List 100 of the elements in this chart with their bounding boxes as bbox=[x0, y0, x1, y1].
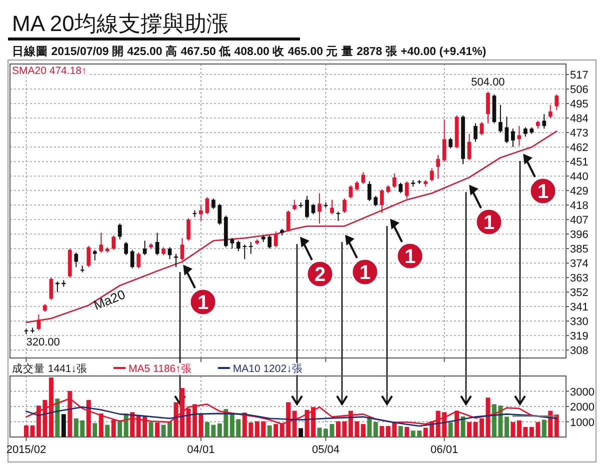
text: SMA20 474.18↑ bbox=[12, 65, 87, 77]
x-tick-label: 05/04 bbox=[312, 444, 340, 456]
candlestick bbox=[118, 223, 122, 240]
candlestick bbox=[498, 104, 502, 134]
candlestick bbox=[374, 195, 378, 207]
candlestick bbox=[430, 168, 434, 182]
bar bbox=[360, 424, 366, 437]
candlestick bbox=[342, 198, 346, 214]
candlestick bbox=[467, 133, 472, 161]
candlestick bbox=[124, 241, 128, 256]
bar bbox=[504, 416, 509, 437]
candlestick bbox=[511, 128, 515, 148]
candlestick bbox=[274, 230, 278, 248]
y-tick-label: 407 bbox=[570, 214, 588, 227]
annotation: 2 bbox=[314, 264, 326, 286]
annotation: Ma20 bbox=[92, 286, 128, 313]
bar bbox=[367, 417, 372, 437]
candlestick bbox=[380, 188, 384, 214]
candlestick bbox=[242, 244, 247, 260]
y-tick-label: 374 bbox=[570, 258, 588, 270]
candlestick bbox=[554, 94, 559, 111]
candlestick bbox=[542, 114, 546, 130]
y-tick-label: 308 bbox=[570, 345, 588, 358]
candlestick bbox=[524, 126, 528, 138]
candlestick bbox=[99, 232, 104, 254]
bar bbox=[467, 422, 472, 437]
candlestick bbox=[361, 172, 366, 184]
y-tick-label: 462 bbox=[570, 142, 588, 154]
candlestick bbox=[517, 125, 522, 146]
bar bbox=[92, 423, 98, 437]
candlestick bbox=[348, 184, 353, 199]
candlestick bbox=[480, 122, 484, 136]
bar bbox=[554, 414, 559, 437]
candlestick bbox=[448, 137, 452, 149]
line-series bbox=[26, 406, 558, 427]
candlestick bbox=[180, 238, 184, 261]
candlestick bbox=[130, 249, 134, 269]
legend-label: MA10 1202↓張 bbox=[232, 363, 303, 375]
candlestick bbox=[92, 249, 97, 261]
candlestick bbox=[368, 180, 372, 202]
candlestick bbox=[311, 203, 316, 215]
candlestick bbox=[392, 172, 396, 188]
y-tick-label: 517 bbox=[570, 70, 588, 82]
candlestick bbox=[330, 199, 334, 215]
x-tick-label: 2015/02 bbox=[6, 444, 46, 456]
bar bbox=[267, 425, 272, 437]
annotation: 320.00 bbox=[26, 336, 60, 348]
y-tick-label: 3000 bbox=[570, 386, 594, 398]
y-tick-label: 341 bbox=[570, 302, 588, 314]
y-tick-label: 440 bbox=[570, 171, 588, 184]
annotation: 1 bbox=[483, 212, 495, 234]
y-tick-label: 363 bbox=[570, 272, 588, 285]
candlestick bbox=[286, 210, 290, 232]
y-tick-label: 319 bbox=[570, 330, 588, 343]
candlestick bbox=[155, 232, 160, 256]
candlestick bbox=[404, 180, 409, 199]
candlestick bbox=[355, 180, 359, 192]
annotation: 504.00 bbox=[471, 76, 505, 89]
candlestick bbox=[305, 195, 309, 219]
line-series bbox=[26, 130, 558, 324]
y-tick-label: 495 bbox=[570, 98, 588, 111]
candlestick bbox=[474, 122, 478, 142]
y-tick-label: 1000 bbox=[570, 416, 594, 429]
y-tick-label: 484 bbox=[570, 113, 588, 126]
candlestick bbox=[80, 265, 84, 273]
chart-subtitle: 日線圖 2015/07/09 開 425.00 高 467.50 低 408.00 收 465.00 元 量 2878 張 +40.00 (+9.41%) bbox=[12, 44, 486, 58]
bar bbox=[380, 426, 384, 437]
bar bbox=[373, 422, 378, 437]
candlestick bbox=[174, 253, 178, 268]
y-tick-label: 418 bbox=[570, 200, 588, 212]
candlestick bbox=[336, 211, 340, 222]
candlestick bbox=[142, 240, 147, 256]
candlestick bbox=[199, 204, 203, 222]
annotation: 1 bbox=[404, 246, 416, 268]
candlestick bbox=[236, 240, 240, 252]
candlestick bbox=[186, 218, 190, 242]
bar bbox=[55, 398, 60, 437]
candlestick bbox=[86, 245, 91, 268]
y-tick-label: 429 bbox=[570, 186, 588, 198]
candlestick bbox=[292, 199, 296, 211]
candlestick bbox=[211, 198, 216, 210]
annotation: 1 bbox=[197, 292, 209, 314]
candlestick bbox=[74, 252, 78, 268]
x-tick-label: 06/01 bbox=[430, 444, 458, 456]
candlestick bbox=[112, 234, 116, 250]
legend-label: MA5 1186↑張 bbox=[128, 363, 192, 375]
bar bbox=[542, 420, 546, 437]
chart-title: MA 20均線支撐與助漲 bbox=[12, 11, 228, 36]
series-label: 成交量 1441↓張 bbox=[12, 362, 88, 375]
bar bbox=[298, 428, 304, 437]
candlestick bbox=[398, 182, 403, 194]
candlestick bbox=[248, 241, 253, 254]
bar bbox=[105, 424, 110, 437]
y-tick-label: 352 bbox=[570, 287, 588, 300]
annotation: 1 bbox=[359, 262, 371, 284]
candlestick bbox=[548, 104, 552, 119]
bar bbox=[404, 426, 410, 437]
bar bbox=[448, 422, 453, 437]
y-tick-label: 396 bbox=[570, 229, 588, 242]
candlestick bbox=[230, 238, 234, 250]
